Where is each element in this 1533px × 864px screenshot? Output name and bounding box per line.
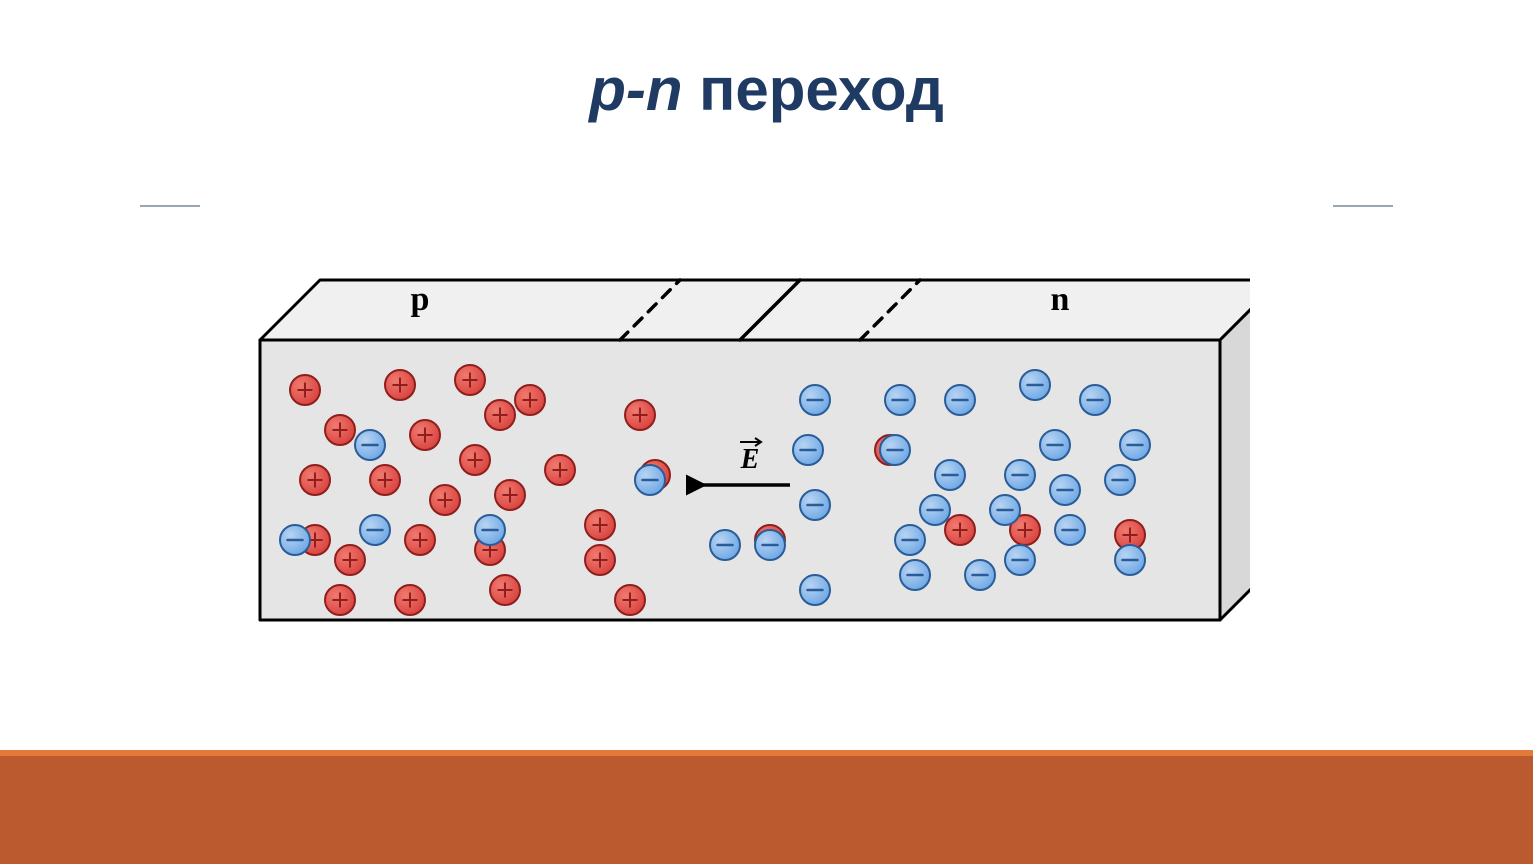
decorative-rule-left (140, 205, 200, 207)
electron-icon (885, 385, 915, 415)
electron-icon (800, 575, 830, 605)
electron-icon (280, 525, 310, 555)
electron-icon (1005, 460, 1035, 490)
hole-icon (300, 465, 330, 495)
electron-icon (920, 495, 950, 525)
diagram-svg: p n E (250, 240, 1250, 640)
electron-icon (880, 435, 910, 465)
electron-icon (1050, 475, 1080, 505)
hole-icon (410, 420, 440, 450)
slide-title: p-n переход (0, 55, 1533, 124)
hole-icon (485, 400, 515, 430)
footer-bar (0, 750, 1533, 864)
electron-icon (1020, 370, 1050, 400)
electron-icon (965, 560, 995, 590)
electron-icon (1080, 385, 1110, 415)
electron-icon (935, 460, 965, 490)
title-prefix: p-n (589, 56, 682, 123)
electron-icon (1040, 430, 1070, 460)
hole-icon (430, 485, 460, 515)
hole-icon (495, 480, 525, 510)
electron-icon (1055, 515, 1085, 545)
hole-icon (625, 400, 655, 430)
decorative-rule-right (1333, 205, 1393, 207)
electron-icon (900, 560, 930, 590)
svg-text:p: p (411, 281, 430, 318)
hole-icon (290, 375, 320, 405)
svg-text:n: n (1051, 281, 1070, 318)
electron-icon (710, 530, 740, 560)
electron-icon (475, 515, 505, 545)
electron-icon (1105, 465, 1135, 495)
hole-icon (455, 365, 485, 395)
hole-icon (460, 445, 490, 475)
hole-icon (585, 510, 615, 540)
electron-icon (360, 515, 390, 545)
hole-icon (545, 455, 575, 485)
electron-icon (800, 490, 830, 520)
electron-icon (990, 495, 1020, 525)
hole-icon (335, 545, 365, 575)
electron-icon (895, 525, 925, 555)
pn-junction-diagram: p n E (250, 240, 1250, 640)
electron-icon (755, 530, 785, 560)
electron-icon (355, 430, 385, 460)
hole-icon (405, 525, 435, 555)
hole-icon (325, 415, 355, 445)
electron-icon (1005, 545, 1035, 575)
hole-icon (615, 585, 645, 615)
electron-icon (793, 435, 823, 465)
hole-icon (585, 545, 615, 575)
hole-icon (370, 465, 400, 495)
hole-icon (325, 585, 355, 615)
electron-icon (800, 385, 830, 415)
hole-icon (385, 370, 415, 400)
electron-icon (945, 385, 975, 415)
hole-icon (395, 585, 425, 615)
electron-icon (635, 465, 665, 495)
electron-icon (1120, 430, 1150, 460)
hole-icon (490, 575, 520, 605)
electron-icon (1115, 545, 1145, 575)
svg-text:E: E (740, 444, 760, 475)
hole-icon (515, 385, 545, 415)
title-suffix: переход (682, 56, 943, 123)
hole-icon (945, 515, 975, 545)
slide: p-n переход p n E (0, 0, 1533, 864)
